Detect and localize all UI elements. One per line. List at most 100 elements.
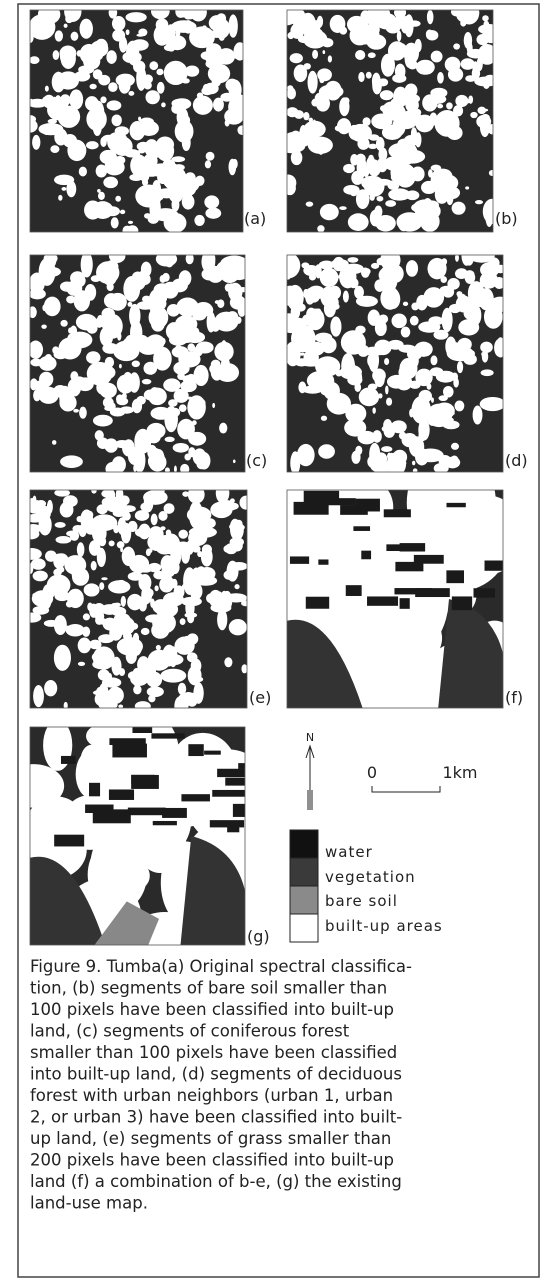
map-patch [111, 217, 119, 228]
map-patch [122, 512, 131, 521]
caption: Figure 9. Tumba(a) Original spectral cla… [30, 957, 412, 1213]
map-patch [151, 514, 158, 526]
map-patch [187, 343, 195, 351]
map-patch [225, 283, 233, 291]
map-patch [212, 403, 215, 408]
map-patch [355, 50, 365, 60]
map-patch [391, 98, 402, 105]
map-patch [55, 30, 63, 41]
map-patch [429, 94, 446, 103]
map-patch [92, 659, 112, 669]
map-patch [173, 362, 189, 375]
map-patch [108, 82, 117, 92]
map-patch [33, 571, 48, 582]
map-patch [123, 632, 132, 640]
map-patch [202, 544, 212, 554]
map-patch [190, 583, 203, 600]
map-patch [322, 50, 325, 54]
map-region [324, 498, 356, 505]
map-patch [109, 540, 115, 546]
map-patch [44, 297, 61, 317]
map-patch [451, 443, 459, 450]
map-patch [443, 186, 460, 199]
map-patch [194, 215, 204, 226]
map-patch [213, 18, 230, 39]
map-patch [117, 541, 125, 548]
map-patch [131, 39, 149, 50]
map-patch [239, 496, 252, 510]
caption-line: into built-up land, (d) segments of deci… [30, 1065, 402, 1084]
map-region [367, 596, 398, 605]
map-patch [156, 69, 163, 76]
map-patch [306, 202, 314, 207]
map-patch [34, 20, 42, 29]
map-patch [482, 15, 489, 21]
map-patch [73, 409, 79, 413]
map-image [22, 483, 253, 716]
map-patch [153, 537, 158, 541]
map-patch [225, 79, 238, 92]
map-patch [451, 7, 462, 16]
map-patch [482, 350, 488, 362]
legend-label: vegetation [325, 868, 416, 886]
map-patch [350, 189, 357, 196]
map-patch [31, 558, 46, 569]
map-patch [139, 121, 159, 136]
map-patch [465, 270, 475, 279]
map-patch [281, 318, 301, 333]
map-patch [290, 53, 303, 63]
map-patch [318, 146, 324, 155]
map-patch [341, 368, 352, 377]
map-patch [386, 398, 392, 406]
map-patch [162, 273, 170, 282]
map-patch [394, 15, 408, 28]
map-region [181, 794, 210, 801]
map-patch [458, 319, 479, 335]
map-patch [113, 620, 125, 628]
map-patch [100, 96, 106, 103]
caption-line: land, (c) segments of coniferous forest [30, 1022, 350, 1041]
caption-line: 100 pixels have been classified into bui… [30, 1000, 394, 1019]
map-patch [353, 370, 362, 385]
map-patch [446, 376, 452, 382]
map-patch [171, 20, 196, 33]
map-patch [392, 450, 407, 465]
map-patch [403, 302, 408, 306]
map-patch [294, 110, 304, 119]
map-patch [174, 637, 194, 655]
map-patch [472, 61, 478, 73]
map-region [217, 769, 245, 777]
map-layer [256, 449, 525, 751]
map-patch [32, 135, 40, 150]
map-patch [368, 52, 376, 58]
map-patch [84, 583, 100, 596]
map-patch [315, 333, 332, 343]
map-patch [52, 440, 56, 445]
map-patch [165, 259, 173, 268]
map-patch [158, 298, 166, 309]
map-patch [98, 634, 114, 643]
map-region [162, 808, 187, 818]
map-patch [90, 41, 108, 57]
map-patch [106, 50, 116, 64]
map-patch [23, 529, 39, 540]
map-patch [163, 212, 168, 222]
map-patch [291, 305, 301, 320]
map-patch [156, 545, 168, 554]
map-patch [219, 423, 227, 434]
map-patch [117, 585, 122, 590]
map-patch [368, 134, 379, 140]
map-patch [102, 266, 117, 286]
legend-label: water [325, 843, 373, 861]
map-patch [494, 339, 505, 357]
map-region [414, 555, 444, 564]
map-patch [154, 585, 158, 591]
map-patch [217, 299, 224, 308]
map-patch [33, 496, 37, 504]
map-patch [456, 296, 472, 313]
map-patch [416, 60, 435, 75]
map-patch [120, 210, 125, 214]
map-patch [397, 31, 402, 42]
caption-line: Figure 9. Tumba(a) Original spectral cla… [30, 957, 412, 976]
map-patch [366, 23, 380, 36]
